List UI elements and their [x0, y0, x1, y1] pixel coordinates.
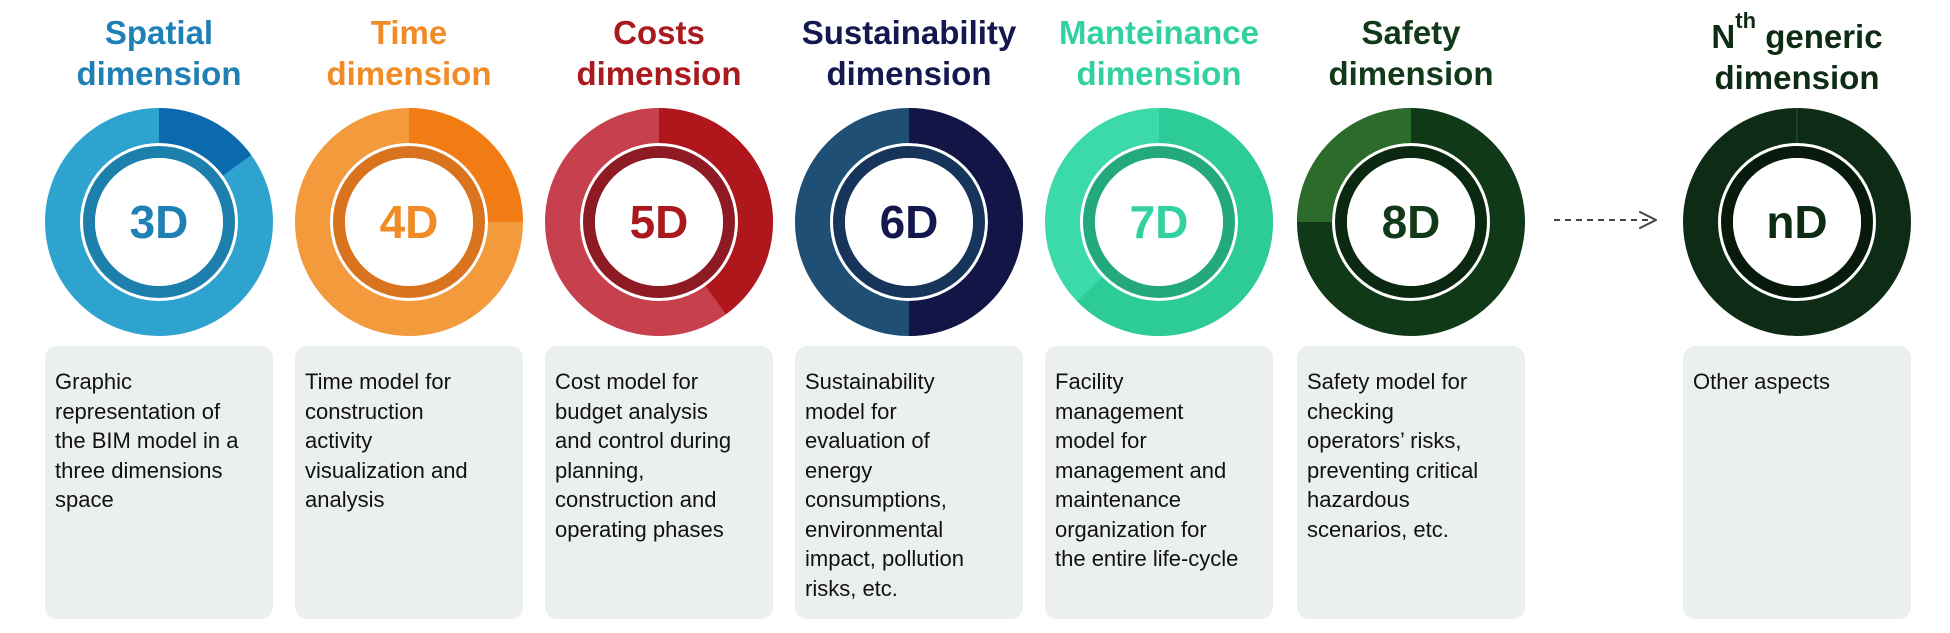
title-line: Spatial: [104, 14, 214, 51]
dimension-title: Time dimension: [275, 12, 543, 94]
title-superscript: th: [1735, 8, 1757, 33]
description-line: preventing critical: [1307, 457, 1479, 483]
description-line: organization for: [1055, 516, 1207, 542]
description-line: Other aspects: [1693, 369, 1830, 394]
description-line: the BIM model in a: [55, 428, 239, 453]
dimension-label: 8D: [1381, 196, 1441, 248]
description-card: Facility management model for management…: [1045, 346, 1273, 619]
description-line: three dimensions: [55, 457, 223, 483]
dimension-title: Spatial dimension: [25, 12, 293, 94]
dimension-label: 6D: [879, 196, 939, 248]
description-line: consumptions,: [805, 487, 947, 512]
title-line: Time: [370, 14, 448, 51]
dimension-ring: 3D: [45, 108, 273, 336]
title-line: dimension: [826, 55, 992, 92]
description-line: representation of: [55, 398, 221, 424]
description-line: and control during: [555, 428, 732, 453]
dimension-8d: Safety dimension 8D Safety model for che…: [1297, 0, 1525, 633]
title-line: Costs: [613, 14, 705, 51]
title-line: dimension: [576, 55, 742, 92]
description-line: the entire life-cycle: [1055, 546, 1239, 571]
dimension-ring: 7D: [1045, 108, 1273, 336]
dimension-title: Manteinance dimension: [1025, 12, 1293, 94]
description-card: Other aspects: [1683, 346, 1911, 619]
description-line: planning,: [555, 457, 645, 483]
description-line: construction and: [555, 487, 717, 512]
description-card: Sustainability model for evaluation of e…: [795, 346, 1023, 619]
description-line: impact, pollution: [805, 546, 964, 571]
description-line: management and: [1055, 457, 1227, 483]
dimension-title: Costs dimension: [525, 12, 793, 94]
description-line: maintenance: [1055, 487, 1181, 512]
dimension-nd: Nth generic dimension nD Other aspects: [1683, 0, 1911, 633]
description-card: Safety model for checking operators’ ris…: [1297, 346, 1525, 619]
description-line: Facility: [1055, 369, 1124, 394]
title-line: Nth generic: [1663, 10, 1931, 57]
title-line: Sustainability: [801, 14, 1017, 51]
dimension-title: Nth generic dimension: [1663, 10, 1931, 98]
description-line: checking: [1307, 398, 1394, 424]
description-line: construction: [305, 398, 424, 424]
description-line: model for: [1055, 428, 1147, 453]
dimension-label: 7D: [1129, 196, 1189, 248]
dimension-label: 4D: [379, 196, 439, 248]
dimension-label: 3D: [129, 196, 189, 248]
dimension-title: Safety dimension: [1277, 12, 1545, 94]
description-line: Graphic: [55, 369, 133, 394]
dimension-4d: Time dimension 4D Time model for constru…: [295, 0, 523, 633]
dashed-arrow-icon: [1552, 206, 1660, 234]
title-line: dimension: [1714, 59, 1880, 96]
dimension-5d: Costs dimension 5D Cost model for budget…: [545, 0, 773, 633]
dimension-7d: Manteinance dimension 7D Facility manage…: [1045, 0, 1273, 633]
description-line: budget analysis: [555, 398, 708, 424]
title-generic: generic: [1765, 18, 1883, 55]
description-line: energy: [805, 457, 873, 483]
description-line: Time model for: [305, 369, 451, 394]
dimension-6d: Sustainability dimension 6D Sustainabili…: [795, 0, 1023, 633]
dimension-ring: nD: [1683, 108, 1911, 336]
dimension-label: 5D: [629, 196, 689, 248]
description-line: operators’ risks,: [1307, 428, 1462, 453]
description-card: Time model for construction activity vis…: [295, 346, 523, 619]
title-line: dimension: [326, 55, 492, 92]
dimension-ring: 5D: [545, 108, 773, 336]
description-line: activity: [305, 428, 373, 453]
description-line: scenarios, etc.: [1307, 516, 1449, 542]
title-line: dimension: [1328, 55, 1494, 92]
title-line: Safety: [1361, 14, 1461, 51]
description-line: space: [55, 487, 114, 512]
dimension-ring: 4D: [295, 108, 523, 336]
title-line: Manteinance: [1059, 14, 1259, 51]
title-n: N: [1711, 18, 1736, 55]
description-line: Safety model for: [1307, 369, 1468, 394]
description-card: Graphic representation of the BIM model …: [45, 346, 273, 619]
description-line: Sustainability: [805, 369, 935, 394]
title-line: dimension: [76, 55, 242, 92]
description-line: Cost model for: [555, 369, 699, 394]
dimension-label: nD: [1766, 196, 1828, 248]
dimension-title: Sustainability dimension: [775, 12, 1043, 94]
description-card: Cost model for budget analysis and contr…: [545, 346, 773, 619]
dimension-3d: Spatial dimension 3D Graphic representat…: [45, 0, 273, 633]
description-line: visualization and: [305, 457, 468, 483]
description-line: model for: [805, 398, 897, 424]
description-line: evaluation of: [805, 428, 930, 453]
description-line: environmental: [805, 516, 944, 542]
description-line: risks, etc.: [805, 575, 898, 601]
dimension-ring: 8D: [1297, 108, 1525, 336]
description-line: analysis: [305, 487, 385, 512]
description-line: management: [1055, 398, 1184, 424]
description-line: operating phases: [555, 516, 724, 542]
dimension-ring: 6D: [795, 108, 1023, 336]
description-line: hazardous: [1307, 487, 1410, 512]
title-line: dimension: [1076, 55, 1242, 92]
